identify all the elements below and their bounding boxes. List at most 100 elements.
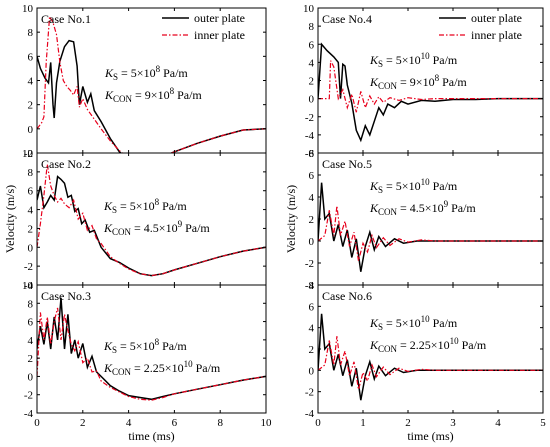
- axes-frame: [317, 152, 544, 286]
- y-tick-label: 6: [309, 301, 315, 313]
- y-tick-label: 10: [22, 148, 34, 160]
- ks-part: K: [104, 66, 114, 80]
- legend-outer-label: outer plate: [471, 11, 522, 25]
- y-tick-label: 6: [28, 51, 34, 63]
- x-tick-label: 1: [360, 417, 366, 429]
- ks-part: S: [112, 205, 117, 215]
- y-tick-label: 0: [28, 124, 34, 136]
- kcon-parameter: KCON = 2.25×1010 Pa/m: [103, 359, 221, 377]
- inner-plate-line: [37, 164, 266, 277]
- kcon-part: Pa/m: [174, 88, 202, 102]
- ks-part: 8: [155, 337, 160, 347]
- kcon-part: CON: [112, 227, 132, 237]
- y-tick-label: 4: [309, 323, 315, 335]
- y-axis-label: Velocity (m/s): [284, 185, 298, 253]
- inner-plate-line: [318, 60, 543, 113]
- y-tick-label: 0: [309, 365, 315, 377]
- kcon-part: K: [103, 361, 113, 375]
- case-label: Case No.3: [41, 289, 91, 303]
- y-tick-label: 6: [309, 39, 315, 51]
- ks-part: = 5×10: [118, 66, 156, 80]
- kcon-part: Pa/m: [182, 221, 210, 235]
- kcon-part: = 4.5×10: [397, 201, 444, 215]
- kcon-part: Pa/m: [459, 338, 487, 352]
- x-tick-label: 8: [217, 417, 223, 429]
- kcon-part: Pa/m: [439, 75, 467, 89]
- y-tick-label: -4: [305, 280, 315, 292]
- ks-part: Pa/m: [160, 66, 188, 80]
- y-tick-label: 6: [309, 170, 315, 182]
- kcon-parameter: KCON = 2.25×1010 Pa/m: [369, 336, 487, 354]
- y-tick-label: 4: [28, 335, 34, 347]
- y-tick-label: 2: [28, 353, 34, 365]
- inner-plate-line: [37, 307, 266, 401]
- ks-part: S: [113, 72, 118, 82]
- y-tick-label: 2: [28, 100, 34, 112]
- y-tick-label: -2: [24, 261, 33, 273]
- ks-part: K: [369, 316, 379, 330]
- x-axis-label: time (ms): [128, 429, 174, 443]
- y-tick-label: -2: [24, 148, 33, 160]
- x-tick-label: 2: [80, 417, 86, 429]
- y-tick-label: -4: [24, 280, 34, 292]
- y-tick-label: 2: [309, 344, 315, 356]
- kcon-part: CON: [113, 94, 133, 104]
- y-tick-label: -2: [305, 112, 314, 124]
- x-tick-label: 5: [540, 417, 546, 429]
- y-tick-label: 10: [22, 280, 34, 292]
- y-tick-label: 6: [28, 317, 34, 329]
- legend-inner-label: inner plate: [194, 28, 245, 42]
- kcon-part: 8: [435, 73, 440, 83]
- kcon-part: Pa/m: [193, 361, 221, 375]
- ks-part: S: [378, 59, 383, 69]
- ks-part: 8: [155, 197, 160, 207]
- ks-part: Pa/m: [430, 316, 458, 330]
- y-tick-label: 10: [22, 3, 34, 15]
- kcon-part: CON: [378, 81, 398, 91]
- ks-parameter: KS = 5×108 Pa/m: [103, 197, 187, 215]
- axes-frame: [36, 284, 267, 414]
- kcon-part: Pa/m: [448, 201, 476, 215]
- kcon-part: 10: [450, 336, 460, 346]
- ks-part: S: [112, 345, 117, 355]
- ks-part: Pa/m: [159, 199, 187, 213]
- panel-3: -4 -2 0 2 4 6 8 10 0 2 4 6 8 10 time (ms) Case No.3 KS =…: [22, 280, 272, 443]
- y-tick-label: -4: [24, 408, 34, 420]
- inner-plate-line: [318, 336, 543, 390]
- x-tick-label: 0: [315, 417, 321, 429]
- ks-parameter: KS = 5×1010 Pa/m: [369, 51, 458, 69]
- inner-plate-line: [37, 14, 266, 153]
- kcon-part: K: [104, 88, 114, 102]
- y-tick-label: -2: [24, 390, 33, 402]
- kcon-part: K: [369, 201, 379, 215]
- ks-part: = 5×10: [117, 199, 155, 213]
- ks-part: Pa/m: [159, 339, 187, 353]
- ks-part: 10: [421, 51, 431, 61]
- panel-6: -4 -2 0 2 4 6 8 0 1 2 3 4 5 time (ms) Case No.6 KS = 5×…: [305, 280, 546, 443]
- kcon-part: = 9×10: [132, 88, 170, 102]
- y-tick-label: 8: [28, 167, 34, 179]
- kcon-part: = 2.25×10: [131, 361, 184, 375]
- y-tick-label: 6: [28, 186, 34, 198]
- ks-parameter: KS = 5×1010 Pa/m: [369, 177, 458, 195]
- y-tick-label: 0: [28, 242, 34, 254]
- y-tick-label: 4: [309, 192, 315, 204]
- y-tick-label: 2: [309, 214, 315, 226]
- kcon-part: = 4.5×10: [131, 221, 178, 235]
- outer-plate-line: [318, 42, 543, 143]
- y-tick-label: 8: [28, 298, 34, 310]
- legend-outer-label: outer plate: [194, 11, 245, 25]
- y-tick-label: 4: [309, 57, 315, 69]
- case-label: Case No.1: [41, 12, 91, 26]
- kcon-parameter: KCON = 9×108 Pa/m: [369, 73, 467, 91]
- y-tick-label: 2: [28, 223, 34, 235]
- ks-part: 10: [421, 177, 431, 187]
- kcon-parameter: KCON = 9×108 Pa/m: [104, 86, 202, 104]
- y-tick-label: 0: [28, 371, 34, 383]
- ks-part: 8: [156, 64, 161, 74]
- ks-part: K: [369, 53, 379, 67]
- kcon-part: K: [369, 75, 379, 89]
